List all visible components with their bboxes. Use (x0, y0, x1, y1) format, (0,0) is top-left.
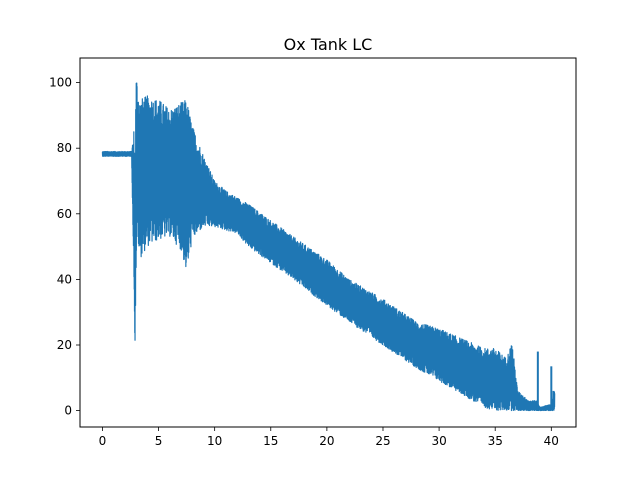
x-tick-label: 0 (99, 434, 107, 448)
x-tick-label: 15 (263, 434, 278, 448)
plot-area (101, 82, 556, 412)
x-axis: 0 5 10 15 20 25 30 35 40 (99, 427, 559, 448)
x-tick-label: 20 (319, 434, 334, 448)
x-tick-label: 40 (544, 434, 559, 448)
x-tick-label: 30 (431, 434, 446, 448)
x-tick-label: 35 (488, 434, 503, 448)
x-tick-label: 25 (375, 434, 390, 448)
y-tick-label: 80 (57, 141, 72, 155)
y-axis: 0 20 40 60 80 100 (49, 76, 80, 418)
x-tick-label: 5 (155, 434, 163, 448)
series-line-0 (101, 82, 556, 412)
y-tick-label: 20 (57, 338, 72, 352)
series-group (101, 82, 556, 412)
y-tick-label: 100 (49, 76, 72, 90)
y-tick-label: 0 (64, 404, 72, 418)
x-tick-label: 10 (207, 434, 222, 448)
chart-title: Ox Tank LC (284, 35, 373, 54)
y-tick-label: 40 (57, 272, 72, 286)
y-tick-label: 60 (57, 207, 72, 221)
axes-frame (79, 57, 577, 428)
